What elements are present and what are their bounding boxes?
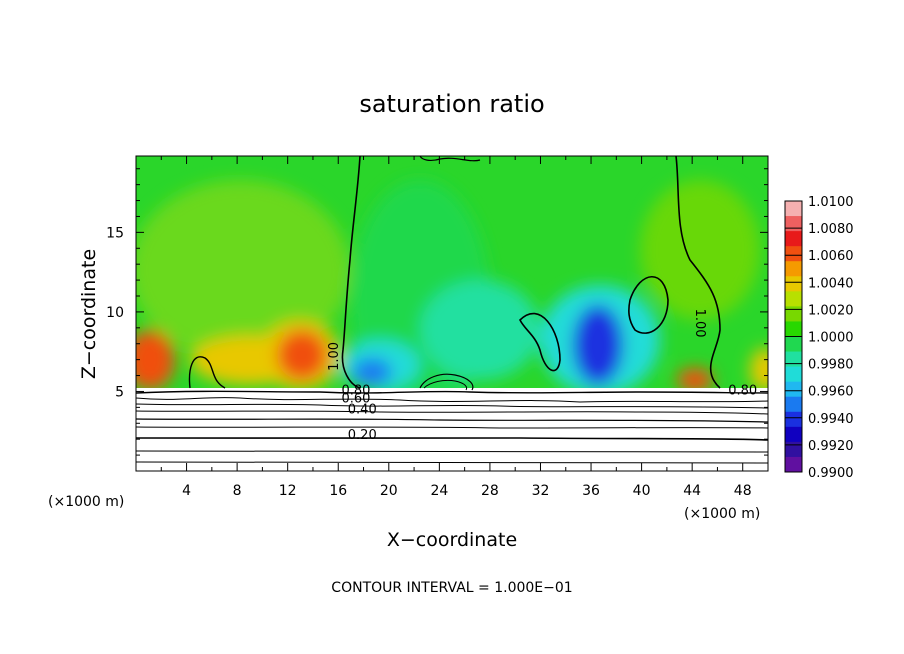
x-tick-label: 28	[481, 483, 499, 499]
colorbar-label: 0.9980	[808, 358, 854, 373]
right-warm-patch	[677, 368, 713, 392]
x-tick-label: 16	[329, 483, 347, 499]
contour-line	[188, 356, 226, 389]
contour-line	[136, 397, 768, 403]
colorbar-label: 0.9920	[808, 439, 854, 454]
x-axis: 4 8 12 16 20 24 28 32 36 40 44 48	[160, 156, 752, 499]
x-tick-label: 32	[532, 483, 550, 499]
x-tick-label: 36	[582, 483, 600, 499]
contour-label: 0.80	[728, 384, 757, 399]
colorbar-swatch	[785, 411, 802, 428]
colorbar: 1.0100 1.0080 1.0060 1.0040 1.0020 1.0000 0.99…	[784, 195, 854, 481]
colorbar-label: 1.0060	[808, 249, 854, 264]
x-tick-label: 4	[182, 483, 191, 499]
y-tick-label: 15	[106, 225, 124, 241]
contour-label: 0.80	[341, 384, 370, 399]
colorbar-label: 1.0100	[808, 195, 854, 210]
x-unit-left: (×1000 m)	[48, 494, 124, 510]
colorbar-swatch	[785, 456, 802, 473]
x-tick-label: 40	[633, 483, 651, 499]
middle-cyan-patch	[420, 280, 540, 380]
colorbar-swatch	[785, 336, 802, 353]
colorbar-swatch	[785, 426, 802, 443]
left-peak-core	[277, 330, 327, 380]
contour-line	[136, 461, 768, 464]
contour-line	[419, 156, 481, 162]
contour-label: 1.00	[692, 309, 707, 338]
colorbar-swatch	[785, 216, 802, 232]
left-edge-high-region	[136, 330, 175, 390]
colorbar-swatch	[785, 246, 802, 262]
colorbar-label: 0.9940	[808, 412, 854, 427]
x-tick-label: 48	[734, 483, 752, 499]
chart-title: saturation ratio	[359, 90, 544, 118]
y-axis-label: Z−coordinate	[78, 249, 100, 379]
contour-line	[136, 426, 768, 429]
contour-line	[519, 312, 561, 372]
colorbar-label: 1.0040	[808, 276, 854, 291]
right-blue-patch	[573, 305, 623, 385]
x-tick-label: 24	[430, 483, 448, 499]
colorbar-swatch	[785, 366, 802, 383]
x-tick-label: 8	[233, 483, 242, 499]
y-tick-label: 10	[106, 305, 124, 321]
colorbar-swatch	[785, 201, 802, 217]
right-edge-high-region	[750, 348, 768, 392]
contour-interval-note: CONTOUR INTERVAL = 1.000E−01	[331, 580, 572, 596]
contour-line	[419, 373, 474, 391]
plot-frame	[135, 155, 769, 472]
colorbar-label: 0.9900	[808, 466, 854, 481]
colorbar-label: 0.9960	[808, 385, 854, 400]
contour-line	[136, 436, 768, 441]
contour-line	[628, 275, 669, 334]
contour-label: 0.20	[348, 428, 377, 443]
x-axis-label: X−coordinate	[387, 529, 517, 551]
colorbar-swatch	[785, 321, 802, 337]
colorbar-swatch	[785, 291, 802, 307]
contour-label: 0.60	[341, 392, 370, 407]
contour-line	[675, 156, 721, 389]
contour-line	[341, 156, 361, 389]
plot-area	[136, 156, 768, 471]
colorbar-swatch	[785, 351, 802, 368]
x-tick-label: 20	[380, 483, 398, 499]
upper-right-high-region	[640, 180, 760, 320]
contour-labels: 1.001.000.800.600.400.200.80	[327, 309, 757, 444]
contour-line	[136, 410, 768, 415]
colorbar-label: 1.0080	[808, 222, 854, 237]
field-shading	[136, 180, 768, 420]
colorbar-swatch	[785, 396, 802, 413]
colorbar-swatch	[785, 441, 802, 458]
cloud-base-band	[136, 388, 768, 471]
contour-line	[136, 450, 768, 453]
x-unit-right: (×1000 m)	[684, 506, 760, 522]
colorbar-swatch	[785, 306, 802, 322]
y-axis: 5 10 15	[106, 168, 768, 456]
colorbar-label: 1.0020	[808, 303, 854, 318]
contour-line	[423, 379, 468, 391]
contour-line	[136, 418, 768, 423]
contour-label: 1.00	[327, 342, 342, 371]
center-blue-patch	[352, 358, 392, 386]
colorbar-swatch	[785, 231, 802, 247]
x-tick-label: 44	[683, 483, 701, 499]
colorbar-swatch	[785, 261, 802, 277]
contour-label: 0.40	[348, 403, 377, 418]
colorbar-swatch	[785, 276, 802, 292]
colorbar-swatch	[785, 381, 802, 398]
contour-line	[136, 403, 768, 409]
colorbar-label: 1.0000	[808, 331, 854, 346]
upper-left-high-region	[136, 180, 350, 360]
y-tick-label: 5	[115, 384, 124, 400]
contour-line	[136, 390, 768, 394]
x-tick-label: 12	[279, 483, 297, 499]
